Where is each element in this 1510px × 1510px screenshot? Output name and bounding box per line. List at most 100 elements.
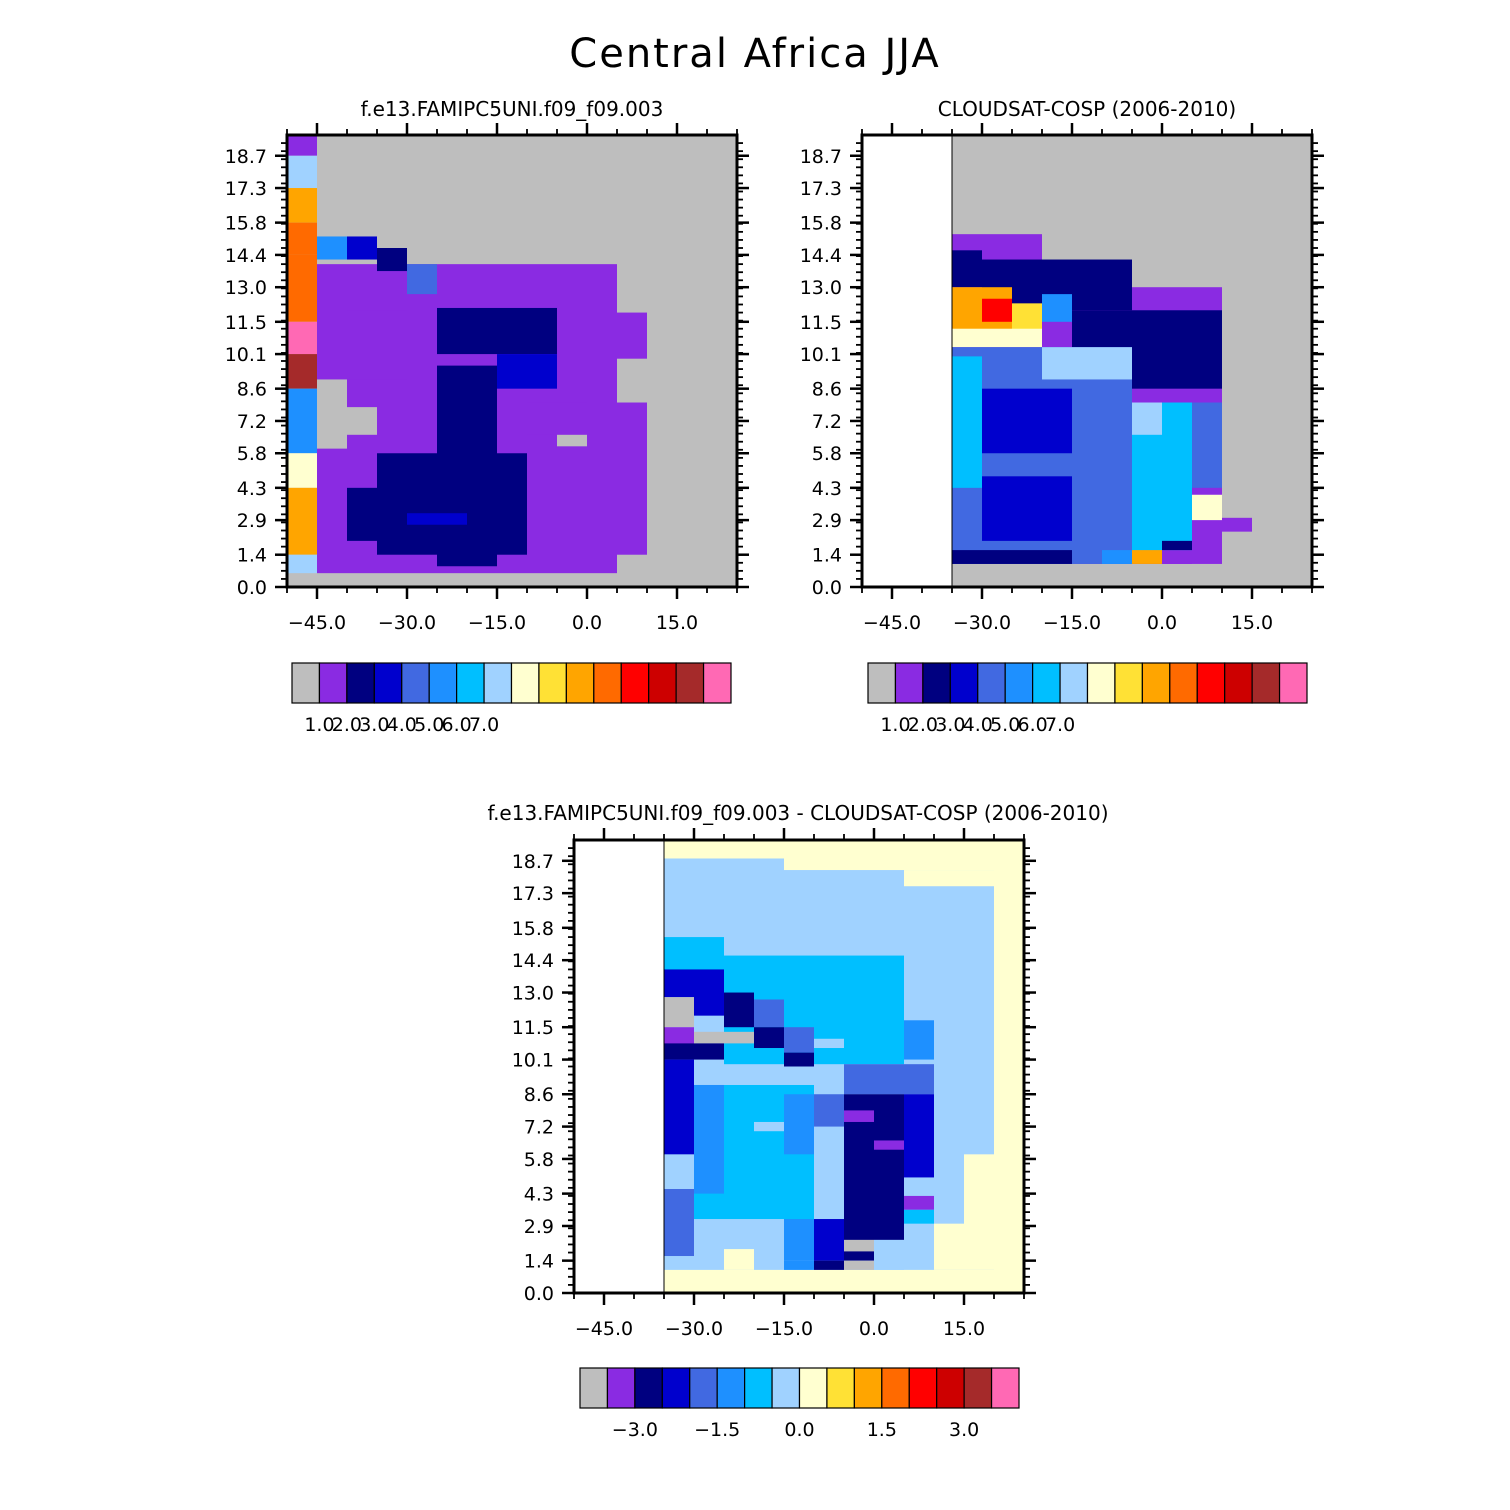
colorbar-box [936,1367,965,1409]
colorbar-box [428,662,458,704]
colorbar-box [648,662,677,704]
colorbar-label: 5.0 [414,714,444,736]
y-tick-label: 14.4 [512,950,554,972]
colorbar: 1.02.03.04.05.06.07.0 [291,662,732,736]
heatmap-cell [814,1094,844,1127]
heatmap-cell [694,1031,754,1044]
colorbar-label: 3.0 [935,714,965,736]
colorbar-box [510,662,540,704]
heatmap-cell [497,354,557,389]
heatmap-cell [784,1260,814,1270]
colorbar-box [565,662,595,704]
heatmap-cell [904,1195,934,1210]
colorbar-box [1004,662,1034,704]
heatmap-cell [317,236,347,260]
y-tick-label: 13.0 [225,277,267,299]
heatmap-cell [287,222,317,255]
colorbar-box [949,662,979,704]
panel-model-title: f.e13.FAMIPC5UNI.f09_f09.003 [361,97,664,121]
heatmap-cell [347,310,407,380]
colorbar: −3.0 −1.5 0.0 1.5 3.0 [579,1367,1020,1441]
panel-model: f.e13.FAMIPC5UNI.f09_f09.003 0.0 1.4 2.9 4.… [225,97,749,736]
colorbar-box [401,662,430,704]
y-tick-label: 0.0 [812,577,842,599]
heatmap-cell [1012,303,1042,334]
heatmap-cell [664,997,694,1028]
heatmap-cell [952,356,982,488]
heatmap-cell [844,1260,874,1270]
x-tick-label: 15.0 [656,612,698,634]
colorbar-box [291,662,321,704]
colorbar-label: 1.5 [867,1419,897,1441]
colorbar-box [1278,662,1308,704]
colorbar-box [908,1367,938,1409]
colorbar-box [702,662,732,704]
x-tick-label: 0.0 [572,612,602,634]
colorbar-box [661,1367,691,1409]
colorbar-box [867,662,897,704]
heatmap-cell [287,155,317,189]
heatmap-cell [874,1239,904,1270]
heatmap-cell [964,1154,994,1270]
heatmap-cell [664,1043,724,1060]
heatmap-cell [724,992,754,1028]
y-tick-label: 4.3 [812,478,842,500]
y-tick-label: 14.4 [800,245,842,267]
colorbar-box [1032,662,1061,704]
heatmap-cell [844,1239,874,1252]
y-tick-label: 11.5 [800,312,842,334]
y-tick-label: 2.9 [524,1216,554,1238]
y-tick-label: 10.1 [800,344,842,366]
colorbar-label: 5.0 [990,714,1020,736]
heatmap-cell [287,135,317,156]
figure-title: Central Africa JJA [569,31,940,77]
colorbar-box [620,662,650,704]
heatmap-cell [1132,550,1162,564]
heatmap-cell [287,321,317,355]
heatmap-cell [784,1219,814,1261]
colorbar-box [606,1367,636,1409]
colorbar-box [318,662,348,704]
heatmap-cell [1162,540,1192,551]
heatmap-cell [287,487,317,555]
heatmap-cell [617,312,647,359]
heatmap-cell [1042,294,1072,322]
heatmap-cell [527,402,587,435]
heatmap-cell [347,407,377,435]
heatmap-cell [784,840,1024,871]
y-tick-label: 10.1 [225,344,267,366]
colorbar-box [1086,662,1116,704]
x-tick-label: −45.0 [575,1318,633,1340]
colorbar-label: 2.0 [332,714,362,736]
colorbar-box [593,662,622,704]
heatmap-cell [982,298,1012,322]
x-tick-label: −45.0 [288,612,346,634]
colorbar-box [483,662,513,704]
colorbar-label: 1.0 [880,714,910,736]
heatmap-cell [814,1260,844,1270]
colorbar-box [894,662,924,704]
heatmap-cell [664,969,694,998]
heatmap-cell [1162,550,1192,564]
x-tick-label: −15.0 [755,1318,813,1340]
y-tick-label: 18.7 [225,146,267,168]
y-tick-label: 15.8 [512,918,554,940]
heatmap-cell [664,1059,694,1155]
y-tick-label: 11.5 [512,1017,554,1039]
heatmap-cell [904,1209,934,1224]
colorbar-label: 3.0 [949,1419,979,1441]
colorbar-box [1114,662,1143,704]
heatmap-cell [904,1094,934,1178]
heatmap-cell [952,328,1042,348]
heatmap-cell [287,453,317,488]
heatmap-cell [904,870,1024,887]
heatmap-cell [814,1038,844,1049]
heatmap-cell [1222,517,1252,532]
heatmap-cell [407,513,467,525]
y-tick-label: 8.6 [812,379,842,401]
y-tick-label: 2.9 [237,510,267,532]
colorbar-label: 6.0 [1018,714,1048,736]
colorbar-box [881,1367,910,1409]
panel-observation-title: CLOUDSAT-COSP (2006-2010) [938,97,1236,121]
